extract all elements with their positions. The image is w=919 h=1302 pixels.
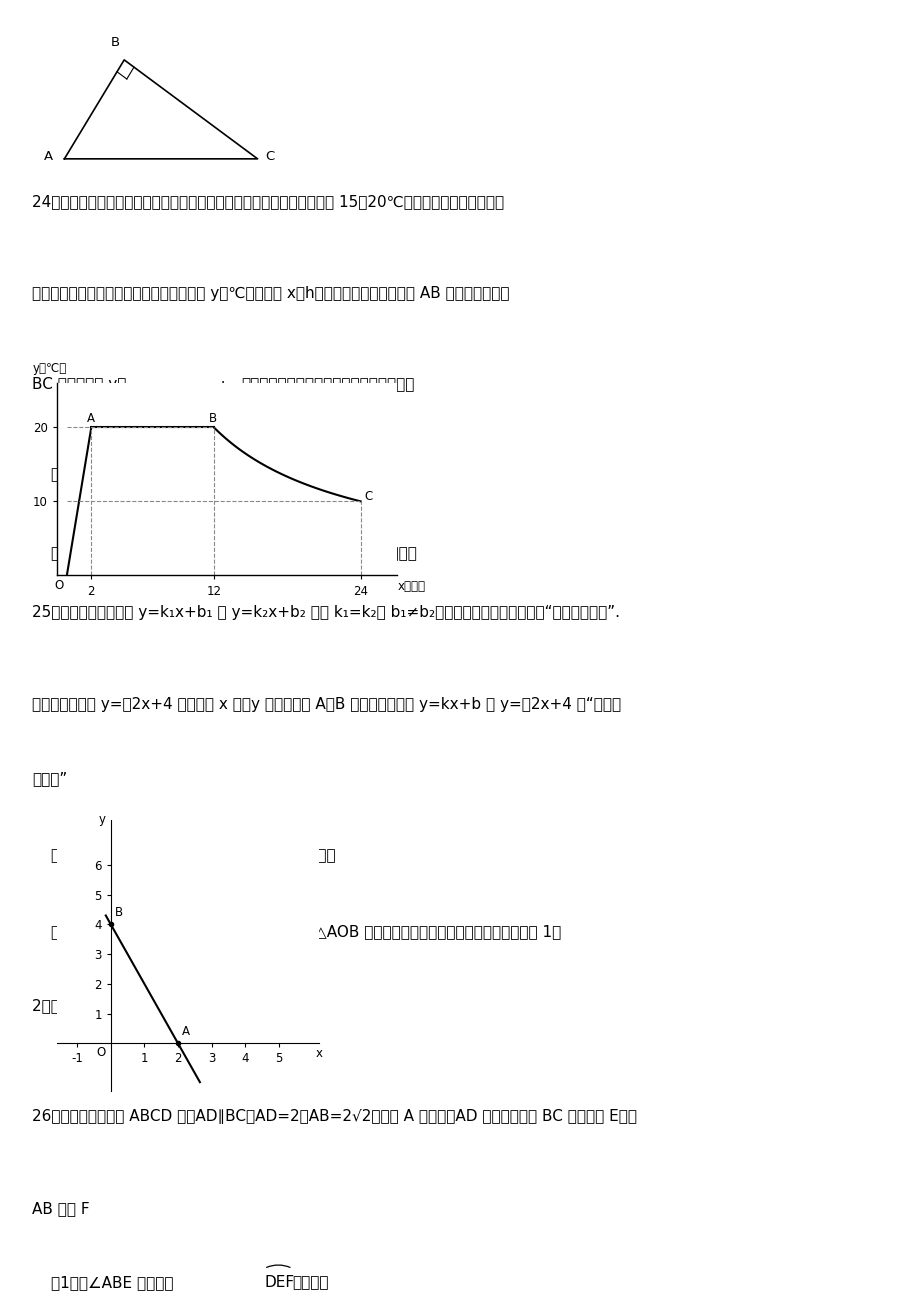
Text: A: A	[182, 1025, 190, 1038]
Text: （1）若函数 y=kx+b 的图象过点（3，1），求 b 的値；: （1）若函数 y=kx+b 的图象过点（3，1），求 b 的値；	[51, 848, 335, 863]
Text: 温系统从开启到关闭及关闭后，大棚里温度 y（℃）随时间 x（h）变化的函数图象，其中 AB 段是恒温阶段，: 温系统从开启到关闭及关闭后，大棚里温度 y（℃）随时间 x（h）变化的函数图象，…	[32, 285, 509, 301]
Text: y（℃）: y（℃）	[32, 362, 67, 375]
Text: y: y	[99, 814, 106, 827]
Text: （2）恒温系统在一天内保持大棚里温度在 15℃及 15℃以上的时间有多少小时？: （2）恒温系统在一天内保持大棚里温度在 15℃及 15℃以上的时间有多少小时？	[51, 546, 416, 560]
Text: x: x	[221, 404, 230, 418]
Text: 如图，已知函数 y=－2x+4 的图象与 x 轴、y 轴分别交于 A、B 两点，一次函数 y=kx+b 与 y=－2x+4 是“平行一: 如图，已知函数 y=－2x+4 的图象与 x 轴、y 轴分别交于 A、B 两点，…	[32, 697, 620, 712]
Text: 26．如图，在四边形 ABCD 中，AD∥BC，AD=2，AB=2√2，以点 A 为圆心，AD 为半径的圆与 BC 相切于点 E，交: 26．如图，在四边形 ABCD 中，AD∥BC，AD=2，AB=2√2，以点 A…	[32, 1109, 637, 1125]
Text: （1）求 k 的値；: （1）求 k 的値；	[51, 466, 133, 482]
Text: 次函数”: 次函数”	[32, 771, 67, 786]
Text: A: A	[86, 411, 95, 424]
Text: A: A	[44, 150, 53, 163]
Text: O: O	[96, 1047, 106, 1060]
Text: B: B	[110, 36, 119, 49]
Text: k: k	[221, 381, 230, 396]
Text: O: O	[54, 579, 63, 592]
Text: 的长度；: 的长度；	[292, 1275, 329, 1290]
Text: AB 于点 F: AB 于点 F	[32, 1200, 90, 1216]
Text: x: x	[315, 1047, 323, 1060]
Text: 2，求函数 y=kx+b 的表达式.: 2，求函数 y=kx+b 的表达式.	[32, 999, 191, 1014]
Text: C: C	[265, 150, 274, 163]
Text: BC 段是双曲线 y＝: BC 段是双曲线 y＝	[32, 378, 127, 392]
Text: 的一部分，请根据图中信息解答下列问题：: 的一部分，请根据图中信息解答下列问题：	[241, 378, 414, 392]
Text: 24．我市某蔬菜生产基地用装有恒温系统的大棚栽培一种适宜生长温度为 15－20℃的新品种，如图是某天恒: 24．我市某蔬菜生产基地用装有恒温系统的大棚栽培一种适宜生长温度为 15－20℃…	[32, 194, 504, 210]
Text: （1）求∠ABE 的大小及: （1）求∠ABE 的大小及	[51, 1275, 173, 1290]
Text: B: B	[209, 411, 217, 424]
Text: 25．如果两个一次函数 y=k₁x+b₁ 和 y=k₂x+b₂ 满足 k₁=k₂， b₁≠b₂，那么称这两个一次函数为“平行一次函数”.: 25．如果两个一次函数 y=k₁x+b₁ 和 y=k₂x+b₂ 满足 k₁=k₂…	[32, 605, 619, 621]
Text: DEF: DEF	[265, 1275, 295, 1290]
Text: x（时）: x（时）	[397, 581, 425, 594]
Text: （2）若函数 y=kx+b 的图象与两坐标轴围成的三角形和△AOB 构成位似图形，位似中心为原点，位似比为 1：: （2）若函数 y=kx+b 的图象与两坐标轴围成的三角形和△AOB 构成位似图形…	[51, 924, 561, 940]
Text: C: C	[364, 490, 372, 503]
Text: B: B	[115, 906, 123, 919]
